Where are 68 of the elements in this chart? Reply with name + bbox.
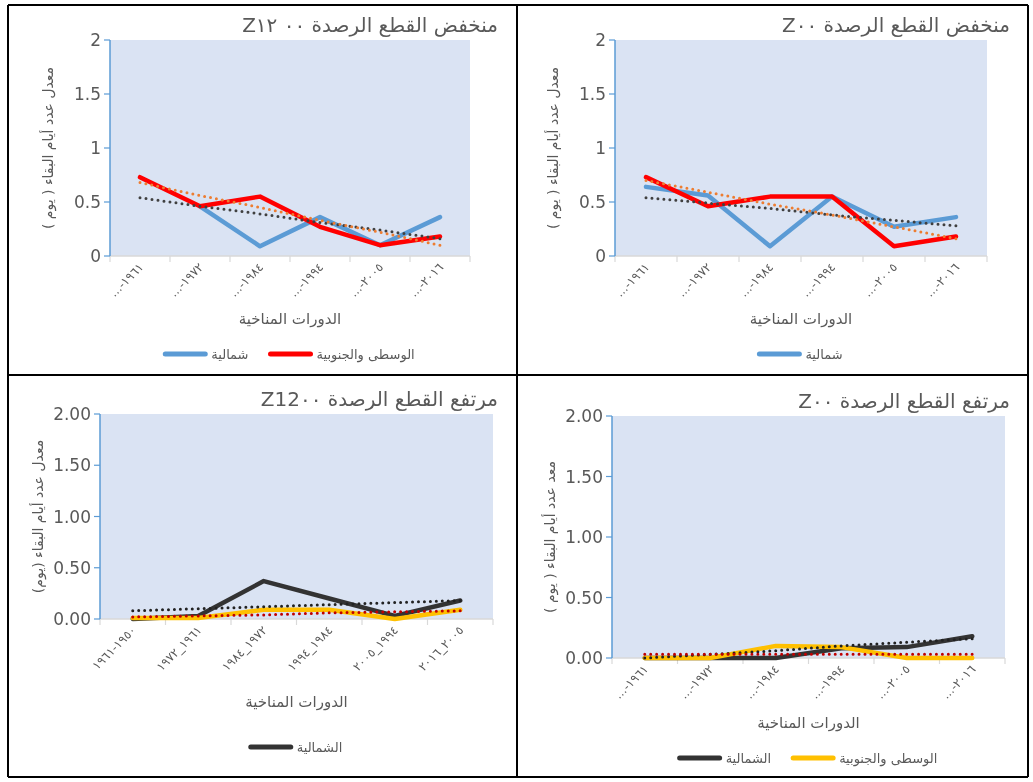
x-tick-label: ...-١٩٨٤ xyxy=(226,260,267,300)
y-tick-label: 0.50 xyxy=(565,587,603,608)
x-tick-label: ...-٢٠١٦ xyxy=(922,260,963,300)
x-tick-label: ...-١٩٦١ xyxy=(612,260,653,300)
legend: الشمالية xyxy=(248,740,343,755)
y-tick-label: 1 xyxy=(595,138,606,158)
x-tick-label: ...-١٩٨٤ xyxy=(736,260,777,300)
y-axis-title: معدل عدد أيام البقاء ( يوم ) xyxy=(39,66,57,230)
y-tick-label: 2 xyxy=(90,30,101,50)
x-axis-title: الدورات المناخية xyxy=(757,714,860,732)
line-series xyxy=(644,196,958,228)
x-tick-label: ...-١٩٨٤ xyxy=(742,662,782,702)
x-tick-label: ...-٢٠٠٥ xyxy=(860,260,901,300)
legend-label: الوسطى والجنوبية xyxy=(316,347,415,363)
chart-title: مرتفع القطع الرصدة Z٠٠ xyxy=(798,389,1010,413)
x-tick-label: ...-٢٠٠٥ xyxy=(346,260,387,300)
x-tick-label: ٢٠٠٥_٢٠١٦ xyxy=(415,623,467,674)
line-series xyxy=(131,599,462,613)
chart-title: منخفض القطع الرصدة Z٠٠ xyxy=(782,13,1010,37)
y-tick-label: 2 xyxy=(595,30,606,50)
y-tick-label: 1.5 xyxy=(73,84,101,104)
chart-title: مرتفع القطع الرصدة Z12٠٠ xyxy=(260,387,498,411)
x-tick-label: ...-١٩٩٤ xyxy=(798,260,839,300)
y-tick-label: 1.00 xyxy=(53,506,91,527)
y-tick-label: 1.50 xyxy=(53,455,91,476)
x-tick-label: ...-١٩٧٢ xyxy=(677,662,717,702)
x-tick-label: ...-١٩٩٤ xyxy=(808,662,848,702)
x-tick-label: ...-٢٠٠٥ xyxy=(873,662,913,702)
y-tick-label: 0.00 xyxy=(53,609,91,629)
line-series xyxy=(138,196,442,241)
x-tick-label: ...-١٩٦١ xyxy=(611,662,651,702)
x-tick-label: ...-٢٠١٦ xyxy=(406,260,447,300)
x-axis-title: الدورات المناخية xyxy=(238,310,342,328)
x-tick-label: ...-٢٠١٦ xyxy=(939,662,979,702)
legend-label: الشمالية xyxy=(725,751,772,766)
x-tick-label: ...-١٩٧٢ xyxy=(166,260,207,300)
y-axis-title: معدل عدد أيام البقاء (يوم) xyxy=(29,439,47,594)
y-tick-label: 2.00 xyxy=(53,404,91,424)
y-axis-title: معد عدد أيام البقاء ( يوم ) xyxy=(541,461,559,613)
y-tick-label: 0 xyxy=(90,246,101,266)
x-axis-title: الدورات المناخية xyxy=(749,310,853,328)
x-tick-label: ١٩٥٠-١٩٦١ xyxy=(89,623,139,673)
y-tick-label: 1.5 xyxy=(578,84,606,104)
y-axis-title: معدل عدد أيام البقاء ( يوم ) xyxy=(544,66,562,230)
y-tick-label: 1.50 xyxy=(565,466,603,487)
y-tick-label: 0.00 xyxy=(565,648,603,668)
y-tick-label: 0 xyxy=(595,246,606,266)
y-tick-label: 0.50 xyxy=(53,557,91,578)
y-tick-label: 2.00 xyxy=(565,406,603,426)
x-tick-label: ١٩٩٤_٢٠٠٥ xyxy=(350,623,401,674)
x-tick-label: ...-١٩٦١ xyxy=(106,260,147,300)
y-tick-label: 1 xyxy=(90,138,101,158)
legend-label: شمالية xyxy=(211,347,249,362)
legend-label: شمالية xyxy=(805,347,843,362)
y-tick-label: 0.5 xyxy=(578,192,606,212)
x-tick-label: ١٩٧٢_١٩٨٤ xyxy=(219,623,270,674)
chart-title: منخفض القطع الرصدة ٠٠ Z١٢ xyxy=(242,13,498,37)
line-series xyxy=(644,178,958,241)
x-tick-label: ١٩٨٤_١٩٩٤ xyxy=(284,623,336,674)
x-tick-label: ...-١٩٧٢ xyxy=(674,260,715,300)
x-tick-label: ١٩٦١_١٩٧٢ xyxy=(153,623,205,674)
y-tick-label: 1.00 xyxy=(565,527,603,547)
legend: شمالية xyxy=(756,347,843,362)
legend-label: الوسطى والجنوبية xyxy=(839,751,938,767)
legend-label: الشمالية xyxy=(296,740,343,755)
x-axis-title: الدورات المناخية xyxy=(245,693,348,711)
y-tick-label: 0.5 xyxy=(73,192,101,212)
x-tick-label: ...-١٩٩٤ xyxy=(286,260,327,300)
